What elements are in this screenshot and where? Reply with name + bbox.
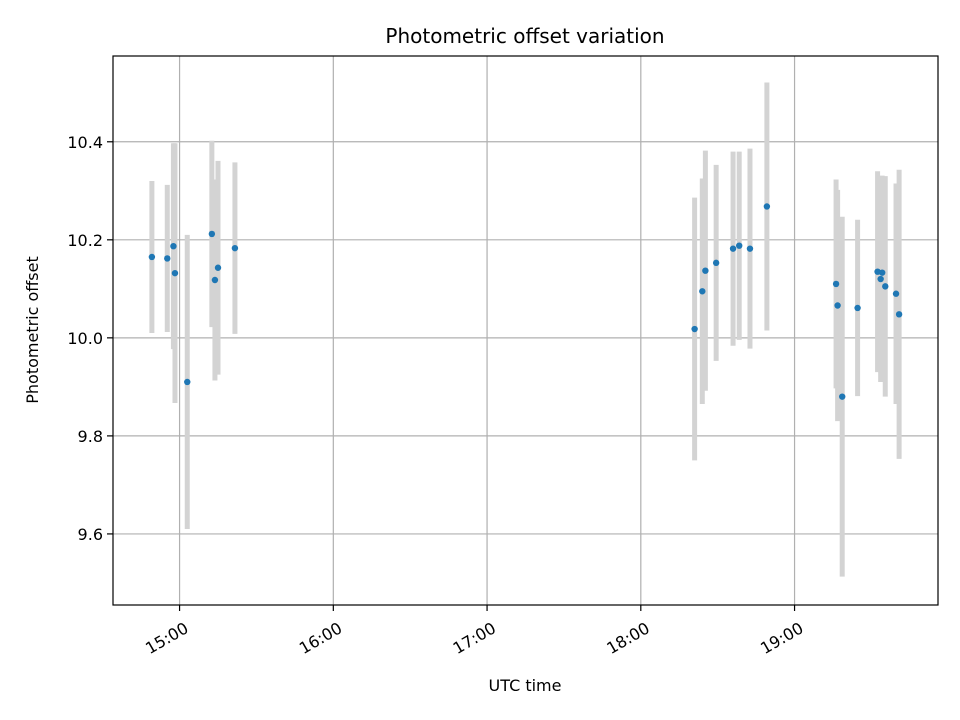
- data-point: [712, 259, 720, 267]
- data-point: [736, 242, 743, 249]
- data-point: [882, 283, 889, 290]
- data-point: [170, 242, 177, 250]
- x-axis-label: UTC time: [489, 676, 562, 695]
- y-axis-ticks: 9.6 9.8 10.0 10.2 10.4: [67, 133, 113, 544]
- grid: [113, 56, 938, 605]
- x-tick-label: 19:00: [757, 618, 806, 658]
- x-tick-label: 16:00: [296, 618, 345, 658]
- data-point: [211, 276, 219, 284]
- y-tick-label: 9.6: [78, 525, 103, 544]
- data-point: [763, 203, 771, 210]
- data-point: [729, 245, 737, 252]
- data-point: [839, 393, 846, 400]
- data-point: [214, 264, 222, 271]
- y-axis-label: Photometric offset: [23, 256, 42, 404]
- data-point: [184, 378, 191, 386]
- data-point: [171, 269, 179, 277]
- x-tick-label: 15:00: [142, 618, 191, 658]
- chart-title: Photometric offset variation: [385, 24, 664, 48]
- y-tick-label: 10.2: [67, 231, 103, 250]
- plot-background: [113, 56, 938, 605]
- data-point: [164, 255, 171, 262]
- x-tick-label: 17:00: [450, 618, 499, 658]
- data-point: [231, 244, 239, 252]
- data-points: [148, 203, 903, 400]
- y-tick-label: 9.8: [78, 427, 103, 446]
- plot-frame: [112, 55, 939, 606]
- data-point: [208, 230, 216, 238]
- y-tick-label: 10.4: [67, 133, 103, 152]
- data-point: [878, 269, 886, 276]
- data-point: [746, 245, 754, 252]
- data-point: [895, 311, 903, 318]
- data-point: [892, 290, 900, 297]
- data-point: [854, 304, 861, 312]
- data-point: [877, 275, 884, 283]
- data-point: [832, 280, 840, 288]
- x-tick-label: 18:00: [603, 618, 652, 658]
- data-point: [691, 325, 698, 333]
- y-tick-label: 10.0: [67, 329, 103, 348]
- data-point: [702, 267, 709, 274]
- data-point: [834, 302, 841, 309]
- x-axis-ticks: 15:00 16:00 17:00 18:00 19:00: [142, 605, 807, 658]
- data-point: [148, 253, 156, 261]
- data-point: [699, 288, 706, 295]
